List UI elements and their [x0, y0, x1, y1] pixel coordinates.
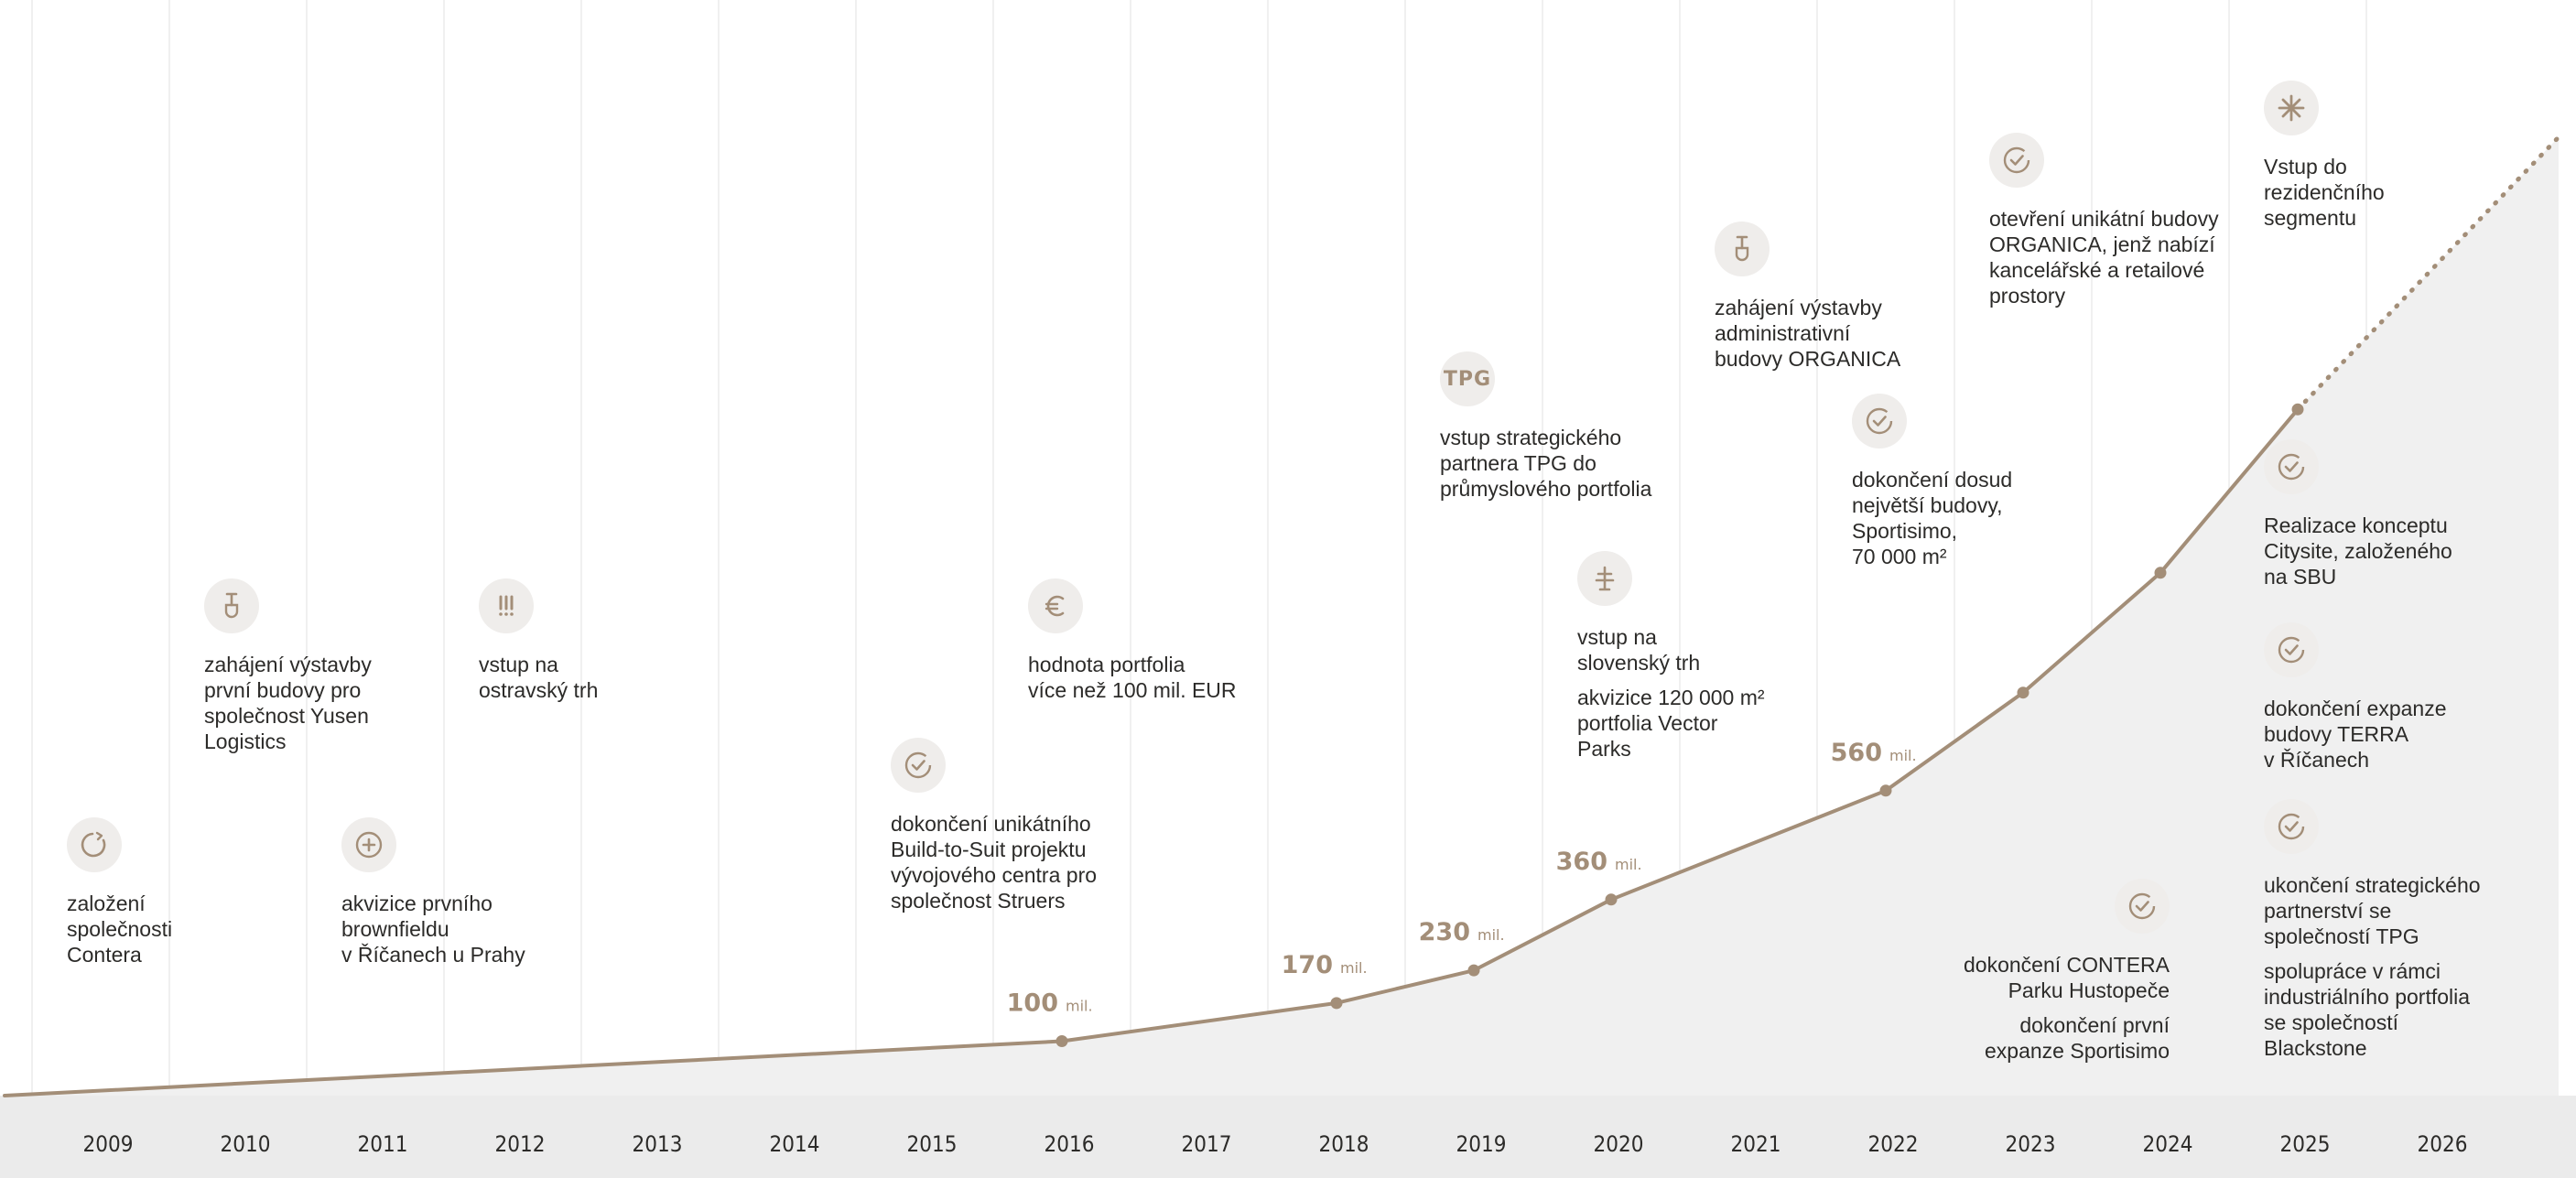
- x-tick-label: 2011: [358, 1131, 408, 1157]
- event-text: dokončení první expanze Sportisimo: [1985, 1013, 2170, 1063]
- x-tick-label: 2012: [495, 1131, 546, 1157]
- event-text: zahájení výstavby administrativní budovy…: [1715, 296, 1901, 371]
- event-text: dokončení expanze budovy TERRA v Říčanec…: [2264, 697, 2447, 772]
- tree-icon: [1577, 551, 1632, 606]
- check-circle-icon: [2264, 622, 2319, 677]
- event-text: zahájení výstavby první budovy pro spole…: [204, 653, 372, 753]
- event-text: vstup na ostravský trh: [479, 653, 599, 702]
- x-tick-label: 2018: [1319, 1131, 1369, 1157]
- x-tick-label: 2024: [2143, 1131, 2193, 1157]
- event-text: akvizice 120 000 m² portfolia Vector Par…: [1577, 686, 1765, 761]
- data-point: [2154, 567, 2167, 579]
- check-circle-icon: [2115, 879, 2170, 934]
- event-text: dokončení dosud největší budovy, Sportis…: [1852, 468, 2013, 568]
- event-text: dokončení unikátního Build-to-Suit proje…: [891, 812, 1098, 913]
- data-point: [2017, 686, 2029, 699]
- event-text: spolupráce v rámci industriálního portfo…: [2264, 959, 2471, 1060]
- euro-icon: [1028, 578, 1083, 633]
- check-circle-icon: [2264, 439, 2319, 494]
- data-label-unit: mil.: [1615, 856, 1642, 873]
- x-tick-label: 2019: [1456, 1131, 1507, 1157]
- event-e2025d: ukončení strategického partnerství se sp…: [2264, 799, 2481, 1061]
- event-e2016: hodnota portfolia více než 100 mil. EUR: [1028, 578, 1237, 703]
- data-label: 230: [1419, 918, 1470, 946]
- event-e2015: dokončení unikátního Build-to-Suit proje…: [891, 738, 1097, 913]
- x-tick-label: 2026: [2418, 1131, 2468, 1157]
- shovel-icon: [1715, 222, 1770, 276]
- data-point: [1605, 893, 1618, 906]
- event-e2025b: Realizace konceptu Citysite, založeného …: [2264, 439, 2452, 589]
- x-axis-band: [0, 1096, 2576, 1178]
- data-label-unit: mil.: [1889, 747, 1917, 764]
- x-tick-label: 2022: [1868, 1131, 1919, 1157]
- x-tick-label: 2013: [633, 1131, 683, 1157]
- x-tick-label: 2015: [907, 1131, 958, 1157]
- x-tick-label: 2023: [2006, 1131, 2056, 1157]
- check-circle-icon: [1989, 133, 2044, 188]
- data-point: [1467, 964, 1480, 977]
- data-point: [1879, 784, 1892, 797]
- event-text: založení společnosti Contera: [67, 892, 173, 967]
- data-label: 170: [1282, 951, 1333, 979]
- event-text: Vstup do rezidenčního segmentu: [2264, 155, 2385, 230]
- x-tick-label: 2021: [1731, 1131, 1781, 1157]
- data-label-unit: mil.: [1066, 998, 1093, 1015]
- event-e2012: vstup na ostravský trh: [479, 578, 598, 703]
- x-tick-label: 2009: [83, 1131, 134, 1157]
- event-text: Realizace konceptu Citysite, založeného …: [2264, 513, 2452, 589]
- event-e2011: akvizice prvního brownfieldu v Říčanech …: [341, 817, 525, 967]
- x-tick-label: 2010: [221, 1131, 271, 1157]
- data-points: [1055, 403, 2304, 1047]
- data-label-unit: mil.: [1340, 959, 1368, 977]
- event-text: akvizice prvního brownfieldu v Říčanech …: [341, 892, 525, 967]
- plus-circle-icon: [341, 817, 396, 872]
- tpg-icon-text: TPG: [1443, 367, 1492, 391]
- event-e2025c: dokončení expanze budovy TERRA v Říčanec…: [2264, 622, 2447, 773]
- x-axis-ticks: 2009 2010 2011 2012 2013 2014 2015 2016 2017 2018…: [83, 1131, 2468, 1157]
- event-e2019: TPG vstup strategického partnera TPG do p…: [1440, 351, 1651, 502]
- shovel-icon: [204, 578, 259, 633]
- data-point: [2291, 403, 2304, 416]
- event-text: otevření unikátní budovy ORGANICA, jenž …: [1989, 207, 2219, 308]
- event-e2010: zahájení výstavby první budovy pro spole…: [204, 578, 372, 754]
- event-text: hodnota portfolia více než 100 mil. EUR: [1028, 653, 1237, 702]
- event-text: ukončení strategického partnerství se sp…: [2264, 873, 2481, 948]
- series-line-projection: [2295, 135, 2561, 412]
- data-label: 360: [1556, 848, 1607, 876]
- data-point: [1055, 1035, 1068, 1047]
- event-text: vstup strategického partnera TPG do prům…: [1440, 426, 1652, 501]
- event-e2025a: Vstup do rezidenčního segmentu: [2264, 81, 2385, 231]
- event-e2009: založení společnosti Contera: [67, 817, 172, 967]
- x-tick-label: 2014: [770, 1131, 820, 1157]
- data-label: 560: [1831, 739, 1882, 767]
- tpg-icon: TPG: [1440, 351, 1495, 406]
- event-text: dokončení CONTERA Parku Hustopeče: [1964, 953, 2170, 1002]
- area-fill: [5, 136, 2559, 1096]
- event-e2021: zahájení výstavby administrativní budovy…: [1715, 222, 1900, 372]
- sparkle-icon: [2264, 81, 2319, 135]
- data-labels: 100 mil. 170 mil. 230 mil. 360 mil. 560 mil.: [1007, 739, 1917, 1018]
- x-tick-label: 2020: [1594, 1131, 1644, 1157]
- x-tick-label: 2025: [2280, 1131, 2331, 1157]
- event-e2020: vstup na slovenský trh akvizice 120 000 m…: [1577, 551, 1765, 762]
- check-circle-icon: [2264, 799, 2319, 854]
- check-circle-icon: [1852, 394, 1907, 449]
- x-tick-label: 2017: [1182, 1131, 1232, 1157]
- data-label: 100: [1007, 989, 1058, 1018]
- data-label-unit: mil.: [1477, 926, 1505, 944]
- event-text: vstup na slovenský trh: [1577, 625, 1701, 675]
- data-point: [1330, 997, 1343, 1010]
- circle-arrow-icon: [67, 817, 122, 872]
- check-circle-icon: [891, 738, 946, 793]
- x-tick-label: 2016: [1044, 1131, 1095, 1157]
- event-e2023: otevření unikátní budovy ORGANICA, jenž …: [1989, 133, 2219, 308]
- exclamation-icon: [479, 578, 534, 633]
- event-e2024: dokončení CONTERA Parku Hustopeče dokonče…: [1964, 879, 2170, 1064]
- event-e2022: dokončení dosud největší budovy, Sportis…: [1852, 394, 2012, 569]
